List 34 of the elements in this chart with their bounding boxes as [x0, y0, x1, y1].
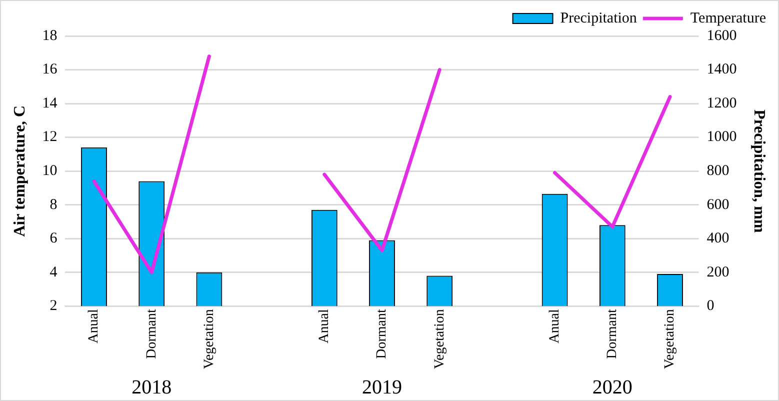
- y-tick-label: 8: [50, 196, 58, 213]
- y2-tick-label: 400: [706, 230, 730, 247]
- y-tick-label: 18: [42, 28, 58, 44]
- y2-tick-label: 600: [706, 196, 730, 213]
- x-tick-label: Dormant: [605, 309, 620, 359]
- legend-label: Temperature: [690, 10, 766, 26]
- y-tick-label: 6: [50, 230, 58, 247]
- y2-tick-label: 1000: [706, 129, 737, 146]
- y2-axis-title: Precipitation, mm: [750, 109, 768, 234]
- text: 2019: [362, 376, 402, 398]
- y-tick-label: 12: [42, 129, 58, 146]
- text: 2018: [132, 376, 172, 398]
- y2-tick-label: 1200: [706, 95, 737, 112]
- x-tick-label: Vegetation: [202, 309, 217, 370]
- y2-tick-label: 800: [706, 163, 730, 180]
- x-tick-label: Vegetation: [662, 309, 678, 370]
- y2-tick-label: 1600: [706, 28, 737, 44]
- x-tick-label: Anual: [317, 309, 332, 344]
- y-axis-title: Air temperature, C: [12, 105, 29, 237]
- x-tick-label: Anual: [86, 309, 102, 344]
- y2-tick-label: 1400: [706, 62, 737, 78]
- y-tick-label: 10: [42, 163, 58, 180]
- y2-tick-label: 0: [706, 298, 714, 314]
- x-tick-label: Dormant: [144, 309, 160, 359]
- y-tick-label: 14: [42, 95, 58, 112]
- text: 2020: [592, 376, 632, 398]
- y-tick-label: 16: [42, 62, 58, 78]
- legend-label: Precipitation: [560, 10, 638, 26]
- y2-tick-label: 200: [706, 264, 730, 280]
- y-tick-label: 4: [50, 264, 58, 280]
- x-tick-label: Anual: [547, 309, 562, 344]
- x-tick-label: Vegetation: [432, 309, 448, 370]
- x-tick-label: Dormant: [374, 309, 390, 359]
- y-tick-label: 2: [50, 298, 58, 314]
